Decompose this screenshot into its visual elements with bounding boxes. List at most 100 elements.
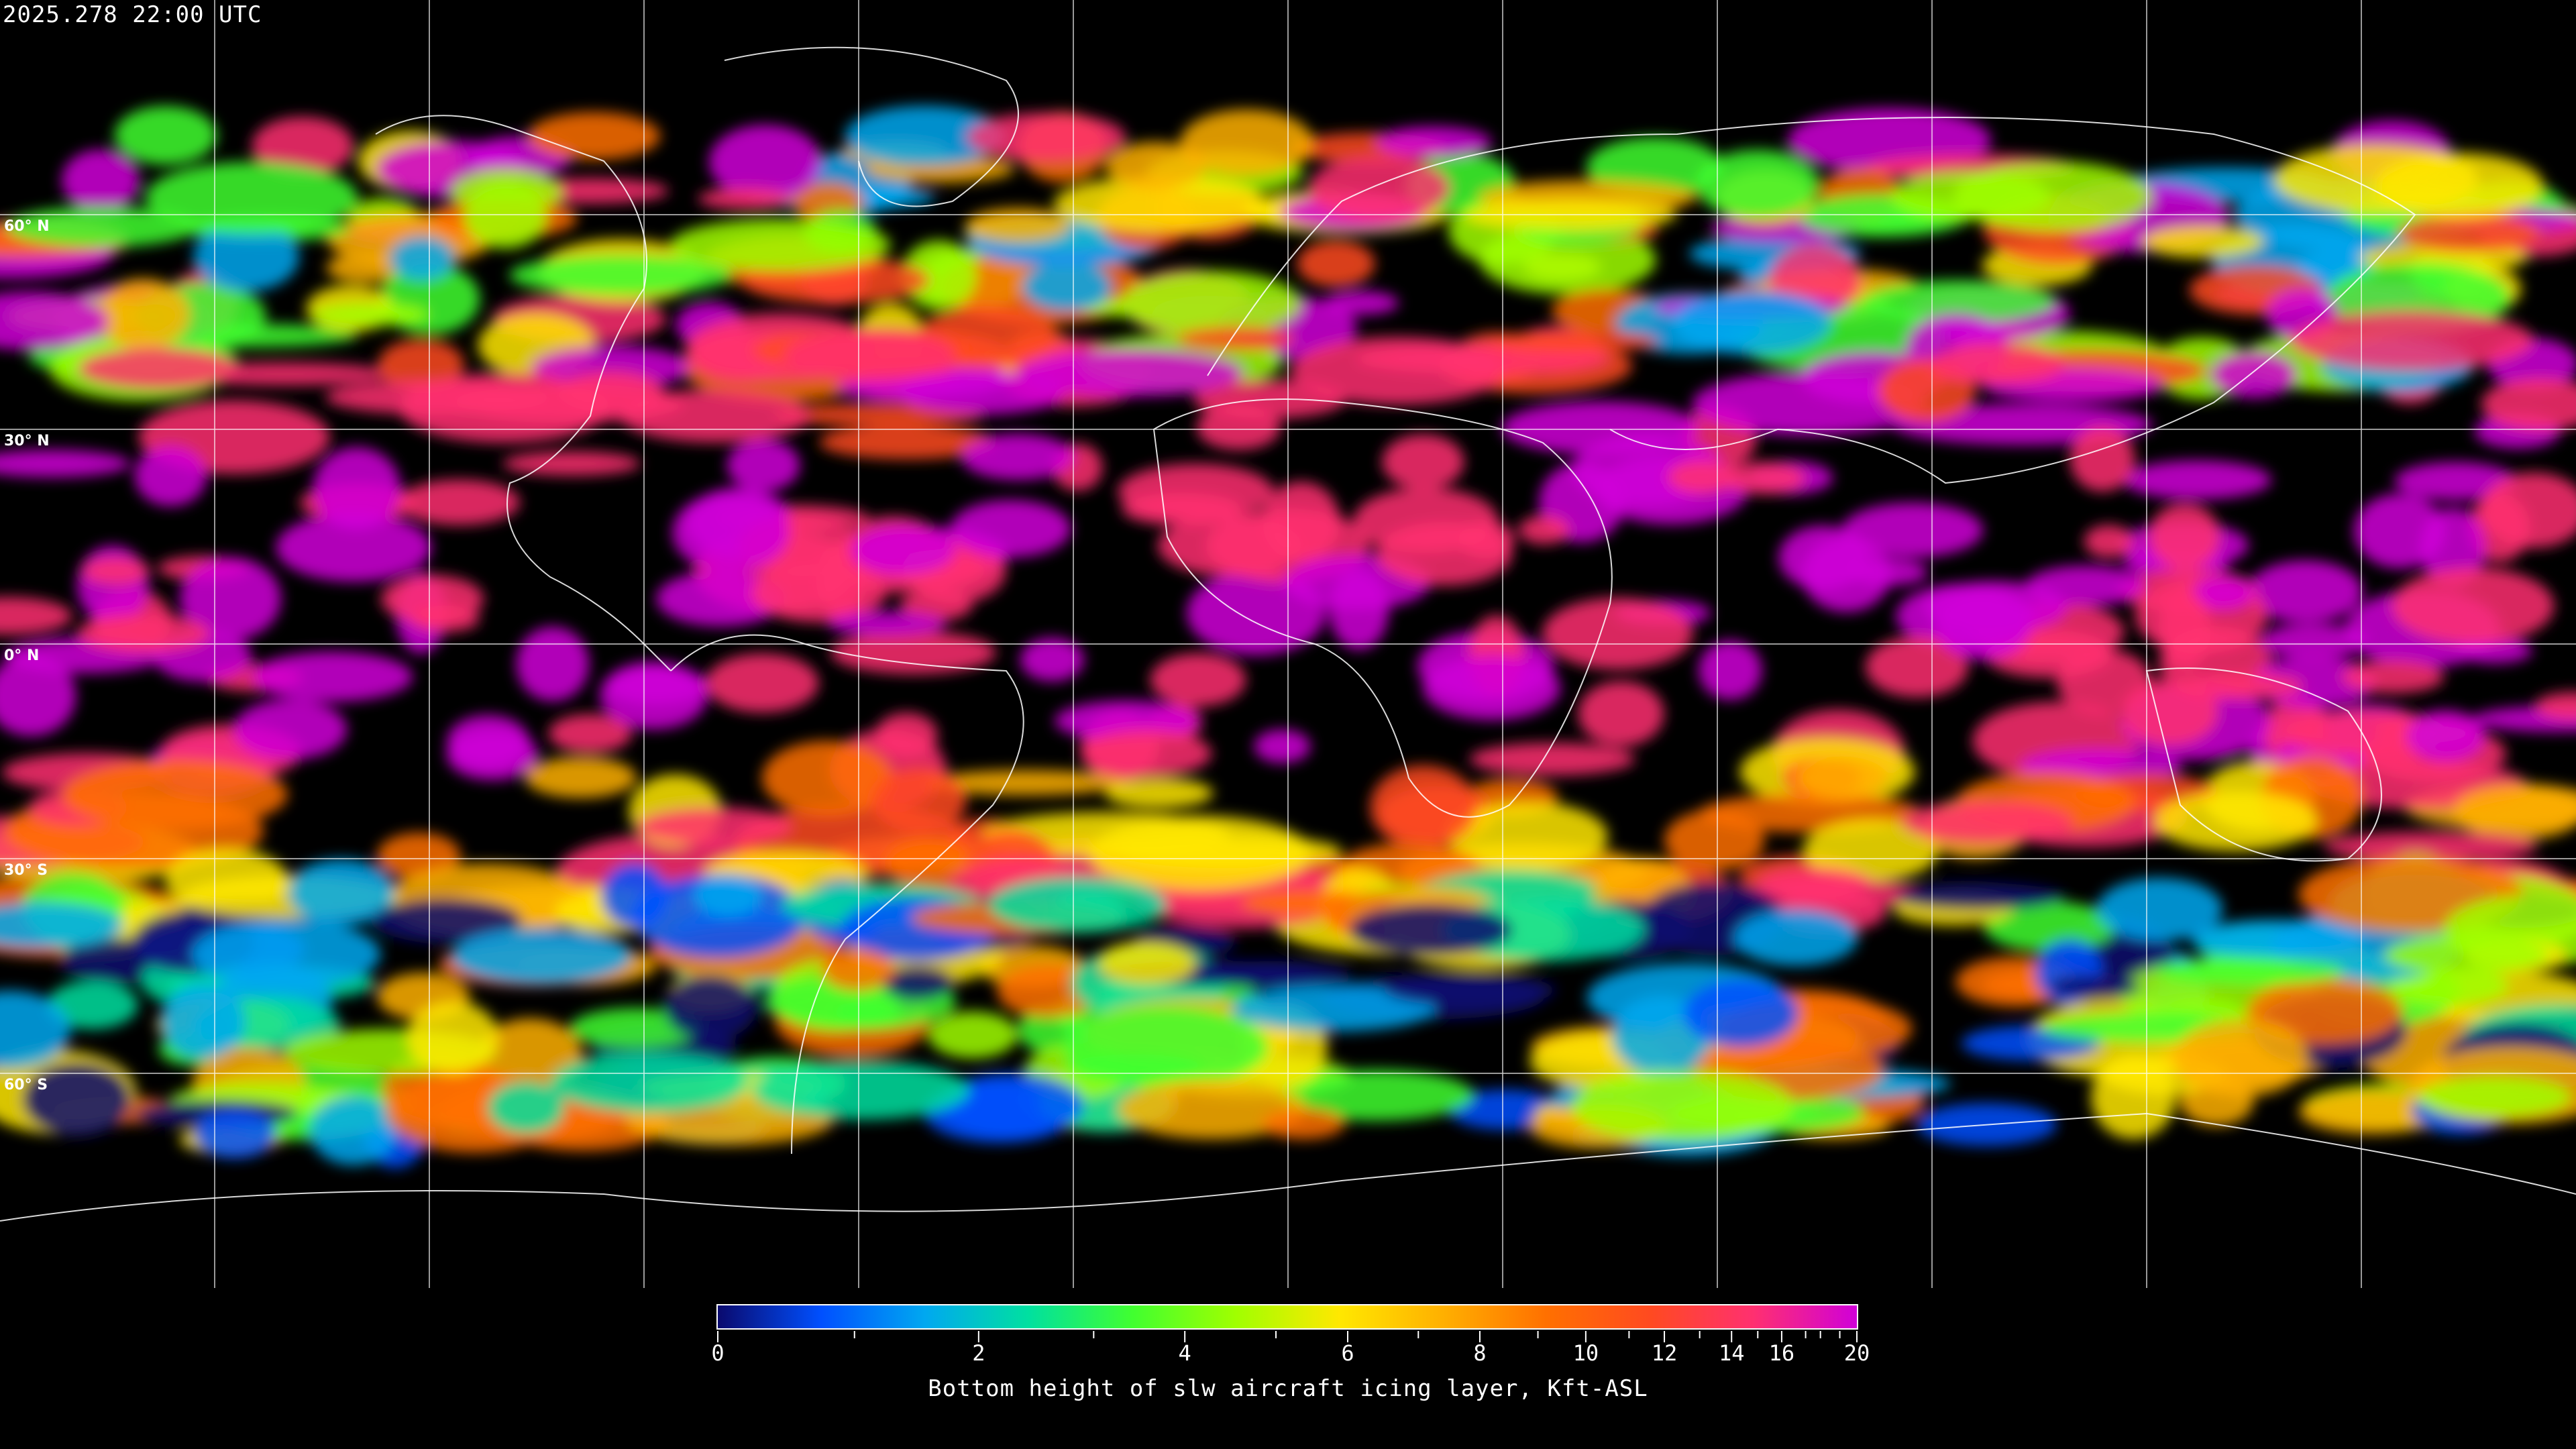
cloud-patch [2154, 791, 2318, 851]
cloud-patch [871, 767, 967, 834]
cloud-patch [751, 1061, 970, 1120]
colorbar-tick-label: 0 [711, 1340, 724, 1366]
cloud-patch [1469, 743, 1635, 775]
cloud-patch [2394, 462, 2517, 500]
cloud-patch [939, 1073, 1083, 1137]
cloud-patch [1384, 974, 1556, 1007]
cloud-patch [881, 965, 955, 1000]
cloud-patch [783, 329, 956, 382]
cloud-patch [2353, 493, 2446, 569]
cloud-patch [693, 873, 763, 916]
cloud-patch [1370, 765, 1477, 849]
cloud-patch [2481, 378, 2576, 431]
cloud-patch [819, 425, 996, 460]
cloud-patch [600, 862, 669, 928]
cloud-patch [636, 807, 792, 845]
colorbar [716, 1304, 1858, 1330]
cloud-patch [1020, 637, 1085, 682]
cloud-patch [2273, 144, 2479, 214]
cloud-patch [193, 221, 299, 292]
cloud-patch [2479, 472, 2576, 548]
cloud-patch [1053, 176, 1265, 232]
cloud-patch [2341, 660, 2445, 694]
cloud-patch [1190, 961, 1352, 988]
cloud-patch [548, 714, 632, 753]
cloud-patch [1277, 1069, 1474, 1121]
cloud-patch [1309, 156, 1451, 221]
cloud-patch [928, 1011, 1018, 1059]
cloud-patch [901, 240, 977, 311]
cloud-patch [1018, 348, 1244, 396]
cloud-patch [900, 588, 973, 621]
cloud-patch [1176, 327, 1295, 352]
cloud-patch [1803, 818, 1940, 881]
cloud-patch [851, 525, 956, 575]
cloud-patch [46, 981, 138, 1030]
cloud-patch [1723, 462, 1805, 494]
lat-label-30n: 30° N [4, 433, 50, 449]
cloud-patch [21, 1061, 132, 1136]
cloud-patch [2084, 525, 2134, 558]
cloud-patch [1794, 756, 1888, 800]
cloud-patch [2123, 460, 2271, 500]
cloud-patch [378, 339, 464, 391]
cloud-patch [950, 500, 1071, 557]
cloud-patch [1120, 270, 1301, 336]
cloud-patch [2210, 351, 2298, 398]
cloud-patch [77, 347, 240, 390]
cloud-patch [2158, 591, 2211, 670]
cloud-patch [1953, 161, 2152, 231]
cloud-patch [2406, 710, 2485, 762]
cloud-patch [1865, 636, 1969, 698]
cloud-patch [134, 445, 207, 506]
cloud-patch [827, 611, 947, 636]
cloud-patch [1683, 979, 1799, 1048]
cloud-patch [160, 984, 246, 1059]
cloud-patch [1297, 240, 1375, 287]
colorbar-label: Bottom height of slw aircraft icing laye… [928, 1375, 1648, 1402]
cloud-patch [233, 699, 347, 760]
cloud-patch [451, 928, 632, 985]
cloud-patch [2260, 623, 2368, 659]
cloud-patch [656, 571, 785, 627]
cloud-patch [1984, 901, 2116, 952]
cloud-patch [288, 859, 395, 926]
cloud-patch [251, 651, 413, 702]
cloud-patch [884, 838, 975, 889]
cloud-patch [2142, 225, 2264, 258]
cloud-patch [398, 479, 521, 525]
cloud-patch [62, 759, 288, 830]
cloud-patch [845, 105, 1004, 166]
colorbar-tick-label: 20 [1843, 1340, 1870, 1366]
cloud-patch [961, 433, 1075, 480]
cloud-patch [631, 873, 806, 958]
cloud-patch [2246, 977, 2403, 1045]
colorbar-tick-label: 12 [1651, 1340, 1678, 1366]
cloud-patch [252, 117, 354, 176]
cloud-patch [2096, 877, 2223, 941]
cloud-patch [1756, 867, 1873, 899]
cloud-patch [193, 1110, 276, 1159]
cloud-patch [705, 653, 819, 713]
cloud-patch [313, 447, 401, 530]
cloud-patch [145, 162, 358, 233]
cloud-patch [1088, 816, 1311, 890]
cloud-patch [669, 219, 891, 272]
cloud-patch [309, 1095, 398, 1166]
cloud-patch [549, 1052, 749, 1114]
cloud-patch [2324, 831, 2538, 861]
cloud-patch [525, 757, 637, 798]
lat-label-0n: 0° N [4, 647, 40, 664]
timestamp-title: 2025.278 22:00 UTC [3, 1, 262, 28]
cloud-patch [708, 125, 822, 200]
cloud-patch [1382, 434, 1464, 490]
cloud-patch [966, 113, 1126, 162]
cloud-patch [0, 990, 70, 1069]
cloud-patch [276, 513, 431, 582]
cloud-patch [1097, 941, 1196, 985]
cloud-patch [0, 902, 124, 949]
cloud-patch [1118, 1079, 1307, 1139]
cloud-patch [1570, 1070, 1794, 1142]
colorbar-tick-label: 14 [1718, 1340, 1745, 1366]
cloud-patch [502, 451, 641, 476]
